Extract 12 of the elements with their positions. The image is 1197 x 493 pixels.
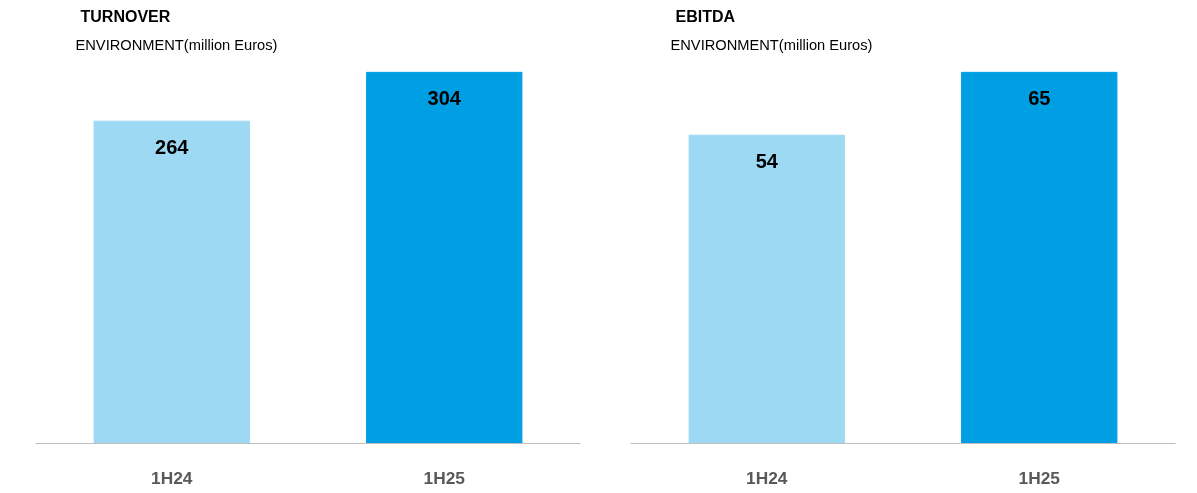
chart-subtitle: ENVIRONMENT(million Euros) — [670, 36, 873, 53]
x-tick-label: 1H24 — [151, 467, 193, 488]
data-label: 304 — [427, 87, 462, 110]
x-tick-label: 1H25 — [1018, 467, 1061, 488]
data-label: 54 — [755, 150, 779, 173]
x-tick-label: 1H24 — [746, 467, 788, 488]
chart-title: TURNOVER — [80, 7, 171, 25]
data-label: 65 — [1028, 87, 1051, 110]
x-tick-label: 1H25 — [423, 467, 466, 488]
chart-title: EBITDA — [675, 7, 736, 25]
chart-subtitle: ENVIRONMENT(million Euros) — [75, 36, 278, 53]
data-label: 264 — [155, 136, 190, 159]
